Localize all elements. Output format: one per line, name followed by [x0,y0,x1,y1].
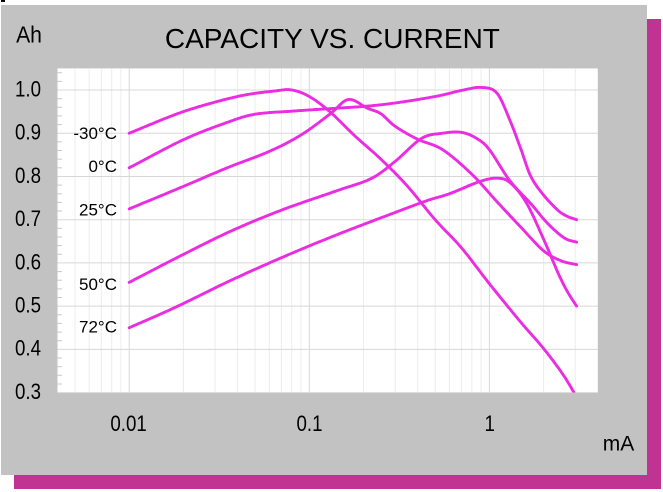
svg-text:0°C: 0°C [88,157,117,176]
svg-text:Ah: Ah [16,22,42,48]
svg-text:0.5: 0.5 [15,294,41,318]
svg-text:1.0: 1.0 [15,78,41,102]
svg-text:CAPACITY VS. CURRENT: CAPACITY VS. CURRENT [165,23,500,54]
svg-text:0.4: 0.4 [15,337,41,361]
svg-text:72°C: 72°C [79,317,117,336]
svg-text:1: 1 [484,412,494,436]
svg-text:0.1: 0.1 [297,412,323,436]
svg-text:0.6: 0.6 [15,251,41,275]
svg-text:0.01: 0.01 [110,412,146,436]
svg-text:0.7: 0.7 [15,208,41,232]
svg-text:mA: mA [603,433,635,456]
svg-text:50°C: 50°C [79,275,117,294]
svg-text:-30°C: -30°C [73,124,117,143]
svg-text:0.3: 0.3 [15,381,41,405]
svg-text:0.8: 0.8 [15,164,41,188]
svg-text:0.9: 0.9 [15,121,41,145]
svg-text:25°C: 25°C [79,201,117,220]
